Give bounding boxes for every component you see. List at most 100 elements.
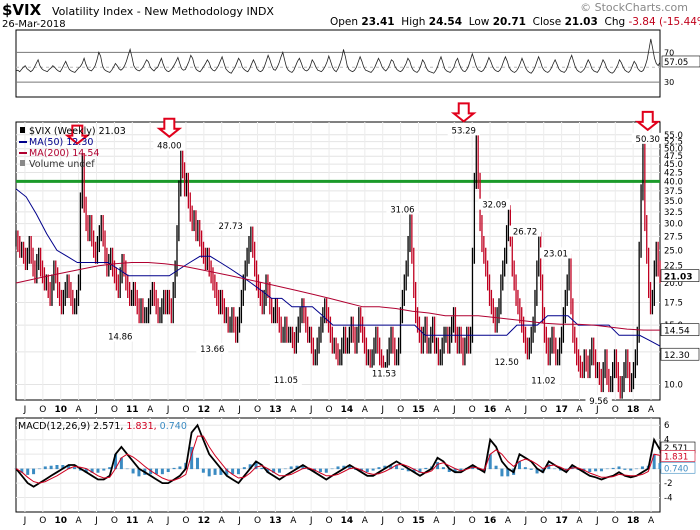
- x-tick-label: A: [76, 405, 83, 415]
- macd-histogram-bar: [389, 465, 393, 470]
- chg-value: -3.84 (-15.44%): [628, 16, 700, 28]
- macd-histogram-bar: [20, 468, 24, 473]
- macd-histogram-bar: [652, 454, 656, 470]
- price-ytick-label: 52.5: [664, 138, 683, 148]
- x-tick-label: J: [595, 405, 599, 415]
- legend-entry: Volume undef: [29, 159, 95, 170]
- macd-histogram-bar: [418, 468, 422, 473]
- macd-histogram-bar: [266, 468, 270, 473]
- x-tick-label: 16: [484, 405, 497, 415]
- macd-x-tick-label: O: [540, 516, 547, 526]
- price-value-badge-text: 14.54: [664, 327, 690, 337]
- macd-histogram-bar: [459, 468, 463, 471]
- macd-histogram-bar: [195, 457, 199, 470]
- macd-histogram-bar: [640, 466, 644, 470]
- down-arrow-icon: [634, 110, 661, 132]
- annotation-label: 50.30: [636, 135, 660, 145]
- x-tick-label: J: [524, 405, 528, 415]
- rsi-value-badge: [661, 55, 700, 68]
- macd-histogram-bar: [295, 465, 299, 470]
- macd-histogram-bar: [400, 468, 404, 470]
- macd-x-tick-label: 13: [269, 516, 282, 526]
- macd-x-tick-label: 10: [54, 516, 67, 526]
- macd-histogram-bar: [436, 462, 440, 470]
- macd-histogram-bar: [114, 454, 118, 470]
- macd-histogram-bar: [119, 457, 123, 470]
- macd-histogram-bar: [371, 468, 375, 471]
- x-tick-label: J: [452, 405, 456, 415]
- macd-histogram-bar: [90, 468, 94, 473]
- annotation-label: 12.50: [494, 358, 518, 368]
- macd-histogram-bar: [26, 468, 30, 475]
- price-ytick-label: 25.0: [664, 246, 683, 256]
- macd-x-tick-label: O: [111, 516, 118, 526]
- annotation-label: 13.66: [200, 345, 224, 355]
- ma50-line: [15, 188, 661, 347]
- macd-x-tick-label: J: [309, 516, 313, 526]
- macd-histogram-bar: [201, 468, 205, 473]
- macd-x-tick-label: J: [595, 516, 599, 526]
- annotation-label: 48.00: [157, 142, 181, 152]
- chart-header: $VIX Volatility Index - New Methodology …: [0, 0, 700, 30]
- macd-histogram-bar: [635, 468, 639, 470]
- macd-histogram-bar: [500, 468, 504, 477]
- annotation-bg: [631, 132, 664, 144]
- macd-histogram-bar: [383, 465, 387, 470]
- macd-x-tick-label: O: [254, 516, 261, 526]
- macd-histogram-bar: [488, 454, 492, 470]
- macd-x-tick-label: A: [219, 516, 226, 526]
- rsi-level-label: 70: [664, 48, 674, 57]
- annotation-label: 53.29: [452, 126, 476, 136]
- macd-histogram-bar: [32, 468, 36, 475]
- macd-value-badge-text: 2.571: [664, 444, 688, 454]
- price-value-badge: [660, 269, 700, 282]
- x-tick-label: 18: [627, 405, 640, 415]
- x-tick-label: 17: [555, 405, 568, 415]
- macd-histogram-bar: [225, 468, 229, 475]
- symbol: $VIX: [2, 1, 42, 19]
- price-value-badge: [660, 347, 700, 361]
- macd-histogram-bar: [231, 468, 235, 475]
- x-tick-label: 11: [126, 405, 139, 415]
- macd-histogram-bar: [172, 467, 176, 470]
- legend-swatch: [20, 160, 25, 166]
- annotation-bg: [196, 342, 229, 354]
- high-value: 24.54: [428, 16, 462, 28]
- macd-histogram-bar: [190, 446, 194, 470]
- macd-histogram-bar: [61, 465, 65, 470]
- macd-histogram-bar: [629, 468, 633, 471]
- macd-histogram-bar: [494, 465, 498, 470]
- macd-histogram-bar: [547, 464, 551, 470]
- macd-histogram-bar: [37, 468, 41, 470]
- macd-histogram-bar: [330, 468, 334, 470]
- index-name: Volatility Index - New Methodology INDX: [52, 5, 274, 18]
- annotation-label: 32.09: [482, 201, 506, 211]
- down-arrow-icon: [450, 102, 477, 123]
- macd-histogram-bar: [553, 468, 557, 470]
- annotation-bg: [269, 373, 302, 385]
- macd-x-tick-label: J: [23, 516, 27, 526]
- macd-histogram-bar: [447, 468, 451, 473]
- macd-histogram-bar: [178, 466, 182, 470]
- macd-histogram-bar: [342, 465, 346, 470]
- x-tick-label: 10: [54, 405, 67, 415]
- x-tick-label: O: [182, 405, 189, 415]
- macd-histogram-bar: [207, 468, 211, 477]
- x-tick-label: J: [23, 405, 27, 415]
- price-value-badge-text: 21.03: [664, 273, 692, 283]
- open-value: 23.41: [361, 16, 395, 28]
- macd-histogram-bar: [336, 466, 340, 470]
- x-tick-label: 13: [269, 405, 282, 415]
- annotation-bg: [368, 367, 400, 379]
- annotation-label: 23.01: [544, 249, 568, 259]
- high-label: High: [401, 16, 426, 28]
- x-tick-label: A: [362, 405, 369, 415]
- macd-x-tick-label: A: [648, 516, 655, 526]
- macd-histogram-bar: [260, 467, 264, 470]
- macd-line: [15, 423, 661, 488]
- macd-histogram-bar: [588, 468, 592, 473]
- macd-ytick-label: 4: [664, 436, 669, 446]
- macd-x-tick-label: A: [362, 516, 369, 526]
- close-value: 21.03: [564, 16, 598, 28]
- macd-x-tick-label: 16: [484, 516, 497, 526]
